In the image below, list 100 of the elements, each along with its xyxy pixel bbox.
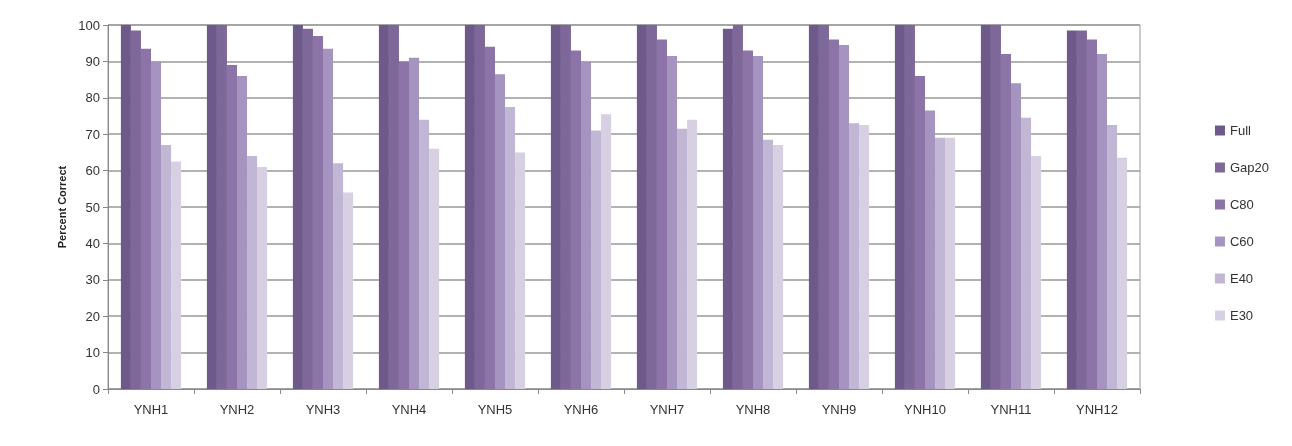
bar: [763, 139, 774, 389]
bar: [388, 25, 399, 389]
bar: [130, 30, 141, 389]
bar: [980, 25, 991, 389]
y-tick-label: 60: [85, 163, 100, 179]
bar: [990, 25, 1001, 389]
bar: [247, 156, 258, 389]
bar: [773, 145, 784, 389]
bar: [226, 65, 237, 389]
bar: [484, 46, 495, 389]
bar: [257, 166, 268, 389]
bar: [849, 123, 860, 389]
y-tick-label: 10: [85, 345, 100, 361]
x-tick-label: YNH9: [821, 402, 857, 417]
bar: [859, 125, 870, 389]
bar: [1076, 30, 1087, 389]
bar: [171, 161, 182, 389]
y-tick-label: 20: [85, 308, 100, 324]
bar: [753, 55, 764, 389]
y-tick-label: 80: [85, 90, 100, 106]
bar: [515, 152, 526, 389]
bar: [343, 192, 354, 389]
x-tick-label: YNH5: [477, 402, 513, 417]
bar: [292, 25, 303, 389]
bar: [945, 137, 956, 389]
bar: [398, 61, 409, 389]
legend-label: E40: [1229, 271, 1254, 286]
bar: [464, 25, 475, 389]
y-tick-label: 50: [85, 199, 100, 215]
bar: [935, 137, 946, 389]
x-tick-label: YNH1: [133, 402, 169, 417]
y-tick-label: 40: [85, 235, 100, 251]
bar: [636, 25, 647, 389]
y-tick-label: 0: [92, 381, 100, 397]
bar: [323, 48, 334, 389]
bar: [581, 61, 592, 389]
bar: [312, 35, 323, 389]
bar: [1000, 54, 1011, 389]
bar: [429, 148, 440, 389]
bar: [206, 25, 217, 389]
bar: [828, 39, 839, 389]
bar: [687, 119, 698, 389]
bar: [216, 25, 227, 389]
x-tick-label: YNH3: [305, 402, 341, 417]
legend-label: C80: [1229, 197, 1254, 212]
bar: [1086, 39, 1097, 389]
legend-label: Full: [1229, 123, 1252, 138]
bar: [904, 25, 915, 389]
bar: [839, 45, 850, 389]
bar: [656, 39, 667, 389]
bar: [1021, 117, 1032, 389]
x-tick-label: YNH4: [391, 402, 427, 417]
bar: [237, 75, 248, 389]
legend-label: C60: [1229, 234, 1254, 249]
bar: [914, 75, 925, 389]
bar: [302, 28, 313, 389]
bar: [140, 48, 151, 389]
bar: [333, 163, 344, 389]
bar: [495, 74, 506, 389]
bar: [505, 106, 516, 389]
x-tick-label: YNH10: [904, 402, 946, 417]
bar: [1066, 30, 1077, 389]
bar: [1011, 83, 1022, 389]
bar: [409, 57, 420, 389]
bar: [1117, 157, 1128, 389]
y-tick-label: 90: [85, 53, 100, 69]
bar: [722, 28, 733, 389]
bar: [161, 145, 172, 389]
bar: [818, 25, 829, 389]
x-tick-label: YNH11: [990, 402, 1032, 417]
bar: [732, 25, 743, 389]
x-tick-label: YNH2: [219, 402, 255, 417]
y-tick-label: 30: [85, 272, 100, 288]
bar: [120, 25, 131, 389]
bar: [646, 25, 657, 389]
bar: [667, 55, 678, 389]
bar: [151, 61, 162, 389]
bar: [925, 110, 936, 389]
bar: [570, 50, 581, 389]
x-tick-label: YNH7: [649, 402, 685, 417]
x-tick-label: YNH12: [1076, 402, 1118, 417]
bar: [591, 130, 602, 389]
bar: [560, 25, 571, 389]
bar: [550, 25, 561, 389]
bar: [601, 114, 612, 389]
bar: [742, 50, 753, 389]
x-tick-label: YNH6: [563, 402, 599, 417]
bar: [378, 25, 389, 389]
bar: [1097, 54, 1108, 389]
bar: [677, 128, 688, 389]
bar: [419, 119, 430, 389]
bar: [1031, 156, 1042, 389]
y-tick-label: 100: [78, 17, 100, 33]
legend-label: Gap20: [1229, 160, 1270, 175]
bar: [474, 25, 485, 389]
bar: [894, 25, 905, 389]
legend-label: E30: [1229, 308, 1254, 323]
y-tick-label: 70: [85, 126, 100, 142]
bar: [1107, 125, 1118, 389]
x-tick-label: YNH8: [735, 402, 771, 417]
